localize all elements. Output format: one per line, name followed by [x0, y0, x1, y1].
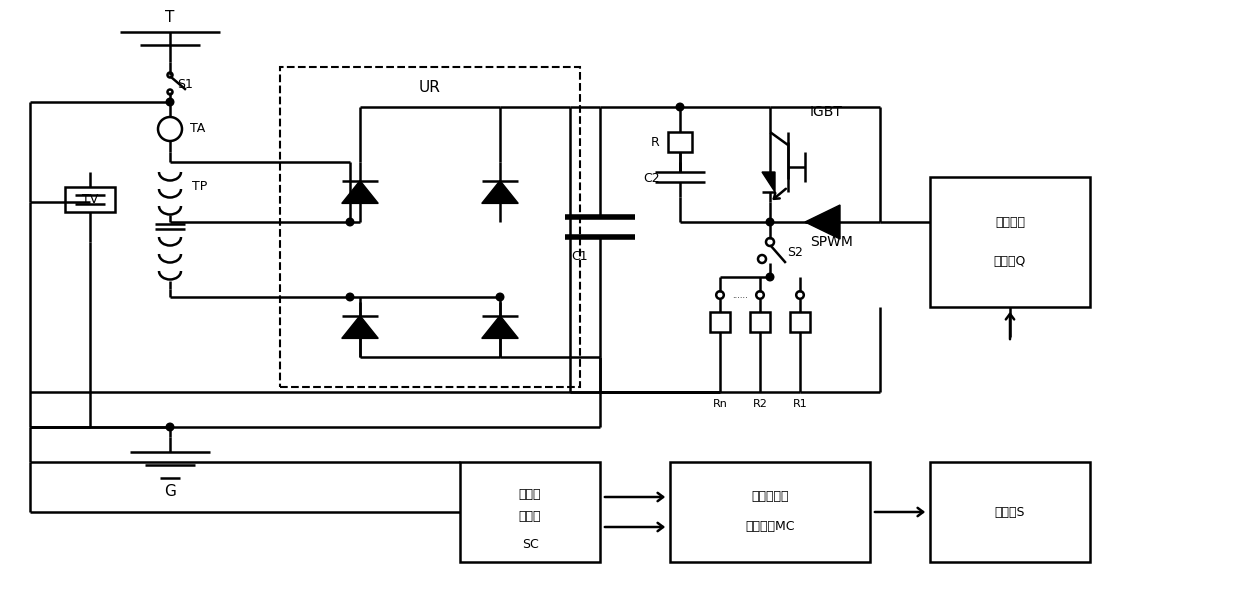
Polygon shape [342, 181, 378, 203]
Bar [790, 312, 810, 332]
Circle shape [346, 293, 353, 301]
Text: 驱动与保: 驱动与保 [994, 216, 1025, 229]
Bar [930, 177, 1090, 307]
Polygon shape [482, 316, 518, 338]
Bar [711, 312, 730, 332]
Bar [64, 187, 115, 212]
Polygon shape [763, 172, 775, 192]
Circle shape [676, 103, 683, 111]
Bar [460, 462, 600, 562]
Polygon shape [805, 205, 839, 239]
Text: Rn: Rn [713, 399, 728, 409]
Text: R: R [651, 135, 660, 149]
Text: T: T [165, 10, 175, 24]
Bar [668, 132, 692, 152]
Text: 护电路Q: 护电路Q [993, 255, 1027, 268]
Text: 信号发生及: 信号发生及 [751, 490, 789, 503]
Circle shape [496, 293, 503, 301]
Text: TV: TV [82, 193, 98, 206]
Bar [930, 462, 1090, 562]
Circle shape [766, 273, 774, 281]
Circle shape [346, 218, 353, 226]
Text: IGBT: IGBT [810, 105, 843, 119]
Circle shape [766, 218, 774, 226]
Text: R2: R2 [753, 399, 768, 409]
Text: SPWM: SPWM [810, 235, 853, 249]
Text: S1: S1 [177, 78, 193, 90]
Bar [750, 312, 770, 332]
Circle shape [166, 423, 174, 431]
Text: S2: S2 [787, 245, 804, 259]
Text: TP: TP [192, 180, 207, 194]
Text: C1: C1 [572, 251, 588, 263]
Text: G: G [164, 484, 176, 500]
Text: 理电路: 理电路 [518, 510, 541, 523]
Text: R1: R1 [792, 399, 807, 409]
Circle shape [166, 98, 174, 106]
Bar [670, 462, 870, 562]
Text: UR: UR [419, 80, 441, 95]
Polygon shape [342, 316, 378, 338]
Text: 处理模块MC: 处理模块MC [745, 520, 795, 534]
Text: 显示屏S: 显示屏S [994, 506, 1025, 518]
Text: TA: TA [191, 123, 206, 135]
Polygon shape [482, 181, 518, 203]
Text: 信号调: 信号调 [518, 487, 541, 501]
Text: ......: ...... [732, 291, 748, 299]
Text: C2: C2 [644, 172, 661, 186]
Text: SC: SC [522, 538, 538, 551]
Bar [280, 67, 580, 387]
